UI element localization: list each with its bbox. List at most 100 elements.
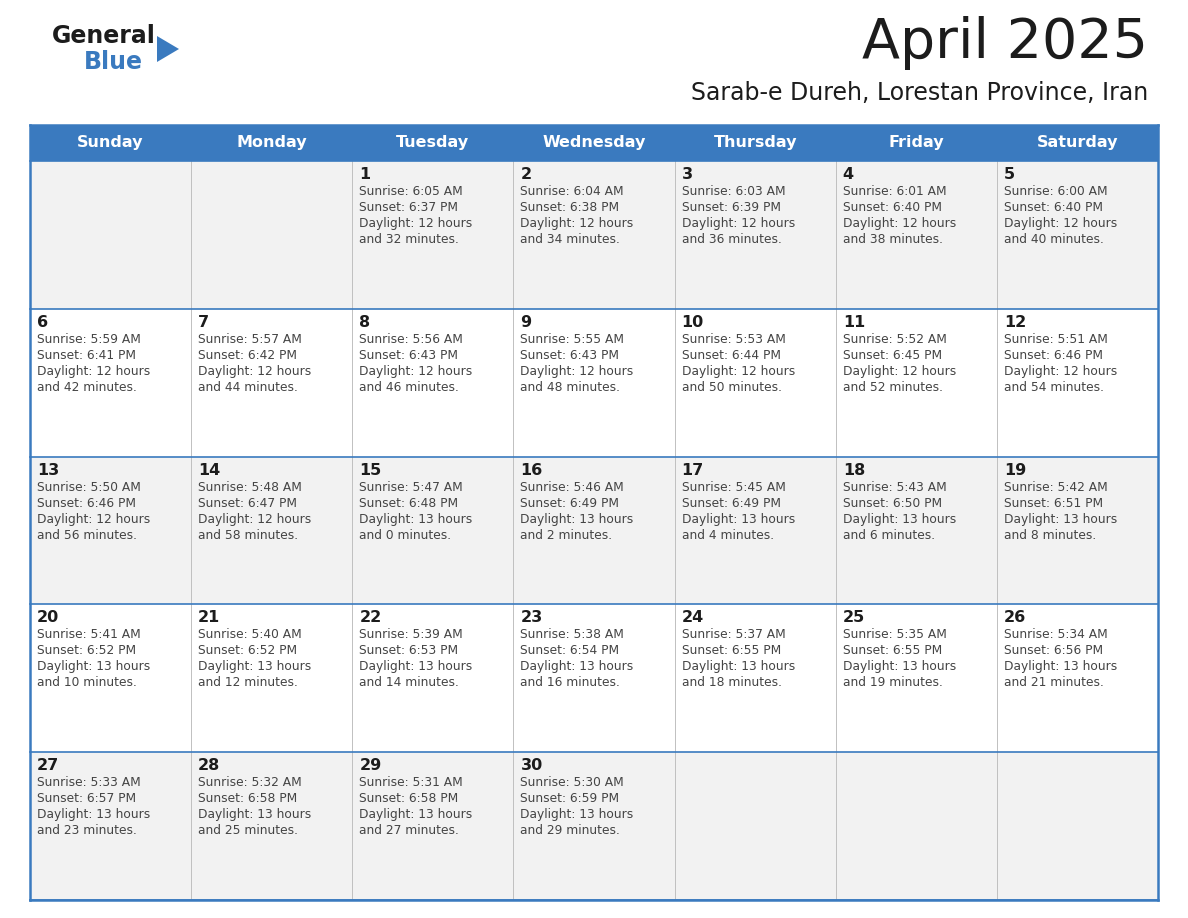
Text: Sunset: 6:52 PM: Sunset: 6:52 PM bbox=[198, 644, 297, 657]
Text: General: General bbox=[52, 24, 156, 48]
Text: Daylight: 13 hours: Daylight: 13 hours bbox=[842, 660, 956, 674]
Text: 7: 7 bbox=[198, 315, 209, 330]
Text: Friday: Friday bbox=[889, 136, 944, 151]
Text: Daylight: 13 hours: Daylight: 13 hours bbox=[520, 808, 633, 822]
Text: 2: 2 bbox=[520, 167, 531, 182]
Text: 13: 13 bbox=[37, 463, 59, 477]
Bar bbox=[30, 161, 1158, 308]
Text: and 12 minutes.: and 12 minutes. bbox=[198, 677, 298, 689]
Bar bbox=[30, 752, 1158, 900]
Text: Sunrise: 5:48 AM: Sunrise: 5:48 AM bbox=[198, 481, 302, 494]
Text: Sunrise: 5:38 AM: Sunrise: 5:38 AM bbox=[520, 629, 625, 642]
Text: 27: 27 bbox=[37, 758, 59, 773]
Text: and 29 minutes.: and 29 minutes. bbox=[520, 824, 620, 837]
Text: Daylight: 12 hours: Daylight: 12 hours bbox=[520, 364, 633, 378]
Text: Daylight: 12 hours: Daylight: 12 hours bbox=[198, 512, 311, 526]
Text: Sunrise: 5:52 AM: Sunrise: 5:52 AM bbox=[842, 333, 947, 346]
Text: Sunset: 6:39 PM: Sunset: 6:39 PM bbox=[682, 201, 781, 214]
Text: Sunrise: 5:50 AM: Sunrise: 5:50 AM bbox=[37, 481, 141, 494]
Text: Daylight: 12 hours: Daylight: 12 hours bbox=[37, 512, 150, 526]
Text: Sunrise: 6:05 AM: Sunrise: 6:05 AM bbox=[359, 185, 463, 198]
Text: April 2025: April 2025 bbox=[862, 16, 1148, 70]
Text: Daylight: 13 hours: Daylight: 13 hours bbox=[842, 512, 956, 526]
Text: Daylight: 13 hours: Daylight: 13 hours bbox=[359, 660, 473, 674]
Text: and 23 minutes.: and 23 minutes. bbox=[37, 824, 137, 837]
Text: Sunrise: 5:46 AM: Sunrise: 5:46 AM bbox=[520, 481, 624, 494]
Text: 22: 22 bbox=[359, 610, 381, 625]
Text: Daylight: 12 hours: Daylight: 12 hours bbox=[1004, 364, 1117, 378]
Text: 19: 19 bbox=[1004, 463, 1026, 477]
Text: 28: 28 bbox=[198, 758, 221, 773]
Text: Sunrise: 5:30 AM: Sunrise: 5:30 AM bbox=[520, 777, 624, 789]
Text: Sunset: 6:38 PM: Sunset: 6:38 PM bbox=[520, 201, 620, 214]
Text: Daylight: 12 hours: Daylight: 12 hours bbox=[520, 217, 633, 230]
Text: and 8 minutes.: and 8 minutes. bbox=[1004, 529, 1097, 542]
Text: Sunset: 6:56 PM: Sunset: 6:56 PM bbox=[1004, 644, 1102, 657]
Text: and 46 minutes.: and 46 minutes. bbox=[359, 381, 459, 394]
Text: 16: 16 bbox=[520, 463, 543, 477]
Text: Daylight: 12 hours: Daylight: 12 hours bbox=[842, 364, 956, 378]
Text: Daylight: 13 hours: Daylight: 13 hours bbox=[1004, 660, 1117, 674]
Text: Sunset: 6:47 PM: Sunset: 6:47 PM bbox=[198, 497, 297, 509]
Text: and 32 minutes.: and 32 minutes. bbox=[359, 233, 459, 246]
Text: and 18 minutes.: and 18 minutes. bbox=[682, 677, 782, 689]
Text: Sunrise: 5:56 AM: Sunrise: 5:56 AM bbox=[359, 333, 463, 346]
Text: Sunset: 6:44 PM: Sunset: 6:44 PM bbox=[682, 349, 781, 362]
Text: Sunset: 6:48 PM: Sunset: 6:48 PM bbox=[359, 497, 459, 509]
Text: Sunset: 6:46 PM: Sunset: 6:46 PM bbox=[1004, 349, 1102, 362]
Text: Daylight: 13 hours: Daylight: 13 hours bbox=[198, 660, 311, 674]
Text: 9: 9 bbox=[520, 315, 531, 330]
Text: Sunrise: 5:31 AM: Sunrise: 5:31 AM bbox=[359, 777, 463, 789]
Text: Daylight: 13 hours: Daylight: 13 hours bbox=[198, 808, 311, 822]
Text: Sunrise: 5:42 AM: Sunrise: 5:42 AM bbox=[1004, 481, 1107, 494]
Text: Wednesday: Wednesday bbox=[542, 136, 646, 151]
Text: Sunset: 6:40 PM: Sunset: 6:40 PM bbox=[842, 201, 942, 214]
Text: and 36 minutes.: and 36 minutes. bbox=[682, 233, 782, 246]
Bar bbox=[30, 125, 1158, 161]
Text: 4: 4 bbox=[842, 167, 854, 182]
Bar bbox=[30, 456, 1158, 604]
Text: and 44 minutes.: and 44 minutes. bbox=[198, 381, 298, 394]
Text: Sunrise: 5:55 AM: Sunrise: 5:55 AM bbox=[520, 333, 625, 346]
Text: and 56 minutes.: and 56 minutes. bbox=[37, 529, 137, 542]
Text: Sunset: 6:41 PM: Sunset: 6:41 PM bbox=[37, 349, 135, 362]
Text: Sunset: 6:45 PM: Sunset: 6:45 PM bbox=[842, 349, 942, 362]
Text: and 48 minutes.: and 48 minutes. bbox=[520, 381, 620, 394]
Text: Daylight: 12 hours: Daylight: 12 hours bbox=[1004, 217, 1117, 230]
Text: Sarab-e Dureh, Lorestan Province, Iran: Sarab-e Dureh, Lorestan Province, Iran bbox=[690, 81, 1148, 105]
Text: 23: 23 bbox=[520, 610, 543, 625]
Text: 20: 20 bbox=[37, 610, 59, 625]
Text: and 58 minutes.: and 58 minutes. bbox=[198, 529, 298, 542]
Text: Sunrise: 5:41 AM: Sunrise: 5:41 AM bbox=[37, 629, 140, 642]
Text: Daylight: 12 hours: Daylight: 12 hours bbox=[359, 217, 473, 230]
Text: Sunrise: 5:53 AM: Sunrise: 5:53 AM bbox=[682, 333, 785, 346]
Text: Sunset: 6:51 PM: Sunset: 6:51 PM bbox=[1004, 497, 1102, 509]
Text: 21: 21 bbox=[198, 610, 221, 625]
Text: Sunset: 6:50 PM: Sunset: 6:50 PM bbox=[842, 497, 942, 509]
Text: Daylight: 13 hours: Daylight: 13 hours bbox=[1004, 512, 1117, 526]
Text: 8: 8 bbox=[359, 315, 371, 330]
Text: and 25 minutes.: and 25 minutes. bbox=[198, 824, 298, 837]
Text: Daylight: 12 hours: Daylight: 12 hours bbox=[359, 364, 473, 378]
Text: Sunrise: 5:40 AM: Sunrise: 5:40 AM bbox=[198, 629, 302, 642]
Text: Sunset: 6:55 PM: Sunset: 6:55 PM bbox=[842, 644, 942, 657]
Text: 3: 3 bbox=[682, 167, 693, 182]
Text: Sunrise: 5:59 AM: Sunrise: 5:59 AM bbox=[37, 333, 141, 346]
Text: Sunrise: 5:45 AM: Sunrise: 5:45 AM bbox=[682, 481, 785, 494]
Text: Sunrise: 5:33 AM: Sunrise: 5:33 AM bbox=[37, 777, 140, 789]
Text: Daylight: 13 hours: Daylight: 13 hours bbox=[520, 512, 633, 526]
Polygon shape bbox=[157, 36, 179, 62]
Text: and 6 minutes.: and 6 minutes. bbox=[842, 529, 935, 542]
Text: Sunset: 6:49 PM: Sunset: 6:49 PM bbox=[682, 497, 781, 509]
Text: Sunset: 6:54 PM: Sunset: 6:54 PM bbox=[520, 644, 620, 657]
Text: 29: 29 bbox=[359, 758, 381, 773]
Text: Sunset: 6:43 PM: Sunset: 6:43 PM bbox=[359, 349, 459, 362]
Text: and 50 minutes.: and 50 minutes. bbox=[682, 381, 782, 394]
Text: and 16 minutes.: and 16 minutes. bbox=[520, 677, 620, 689]
Text: 25: 25 bbox=[842, 610, 865, 625]
Bar bbox=[30, 604, 1158, 752]
Text: Sunrise: 5:35 AM: Sunrise: 5:35 AM bbox=[842, 629, 947, 642]
Text: Sunset: 6:40 PM: Sunset: 6:40 PM bbox=[1004, 201, 1102, 214]
Text: Daylight: 12 hours: Daylight: 12 hours bbox=[37, 364, 150, 378]
Text: Sunset: 6:58 PM: Sunset: 6:58 PM bbox=[359, 792, 459, 805]
